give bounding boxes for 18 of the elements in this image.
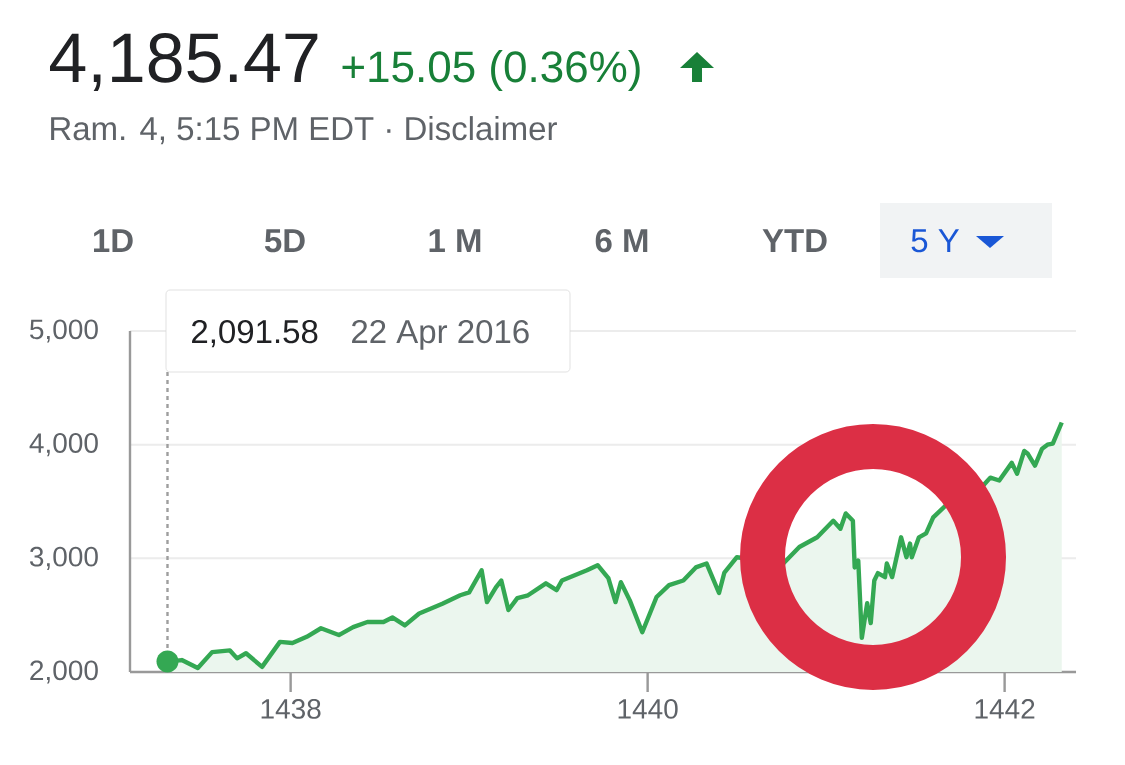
chart-subtitle: Ram. 4, 5:15 PM EDT · Disclaimer [51,116,557,145]
y-tick-label: 2,000 [30,660,98,684]
text: 6 M [595,228,648,253]
chart-title: 4,185.47 [49,33,318,91]
text: +15.05 (0.36%) [342,50,640,92]
text: 1 M [429,229,481,252]
text: YTD [762,229,827,252]
x-tick-label: 1438 [261,699,321,719]
x-tick-label: 1440 [618,699,678,719]
y-tick-label: 5,000 [30,319,98,343]
text: 5 Y [911,229,960,253]
text: 5D [264,229,305,253]
y-tick-label: 4,000 [29,433,98,457]
y-tick-label: 3,000 [29,546,98,570]
x-tick-label: 1442 [975,699,1035,719]
annotation: 22 Apr 2016 [352,319,529,350]
annotation: 2,091.58 [192,319,318,348]
text: 1D [94,229,133,252]
